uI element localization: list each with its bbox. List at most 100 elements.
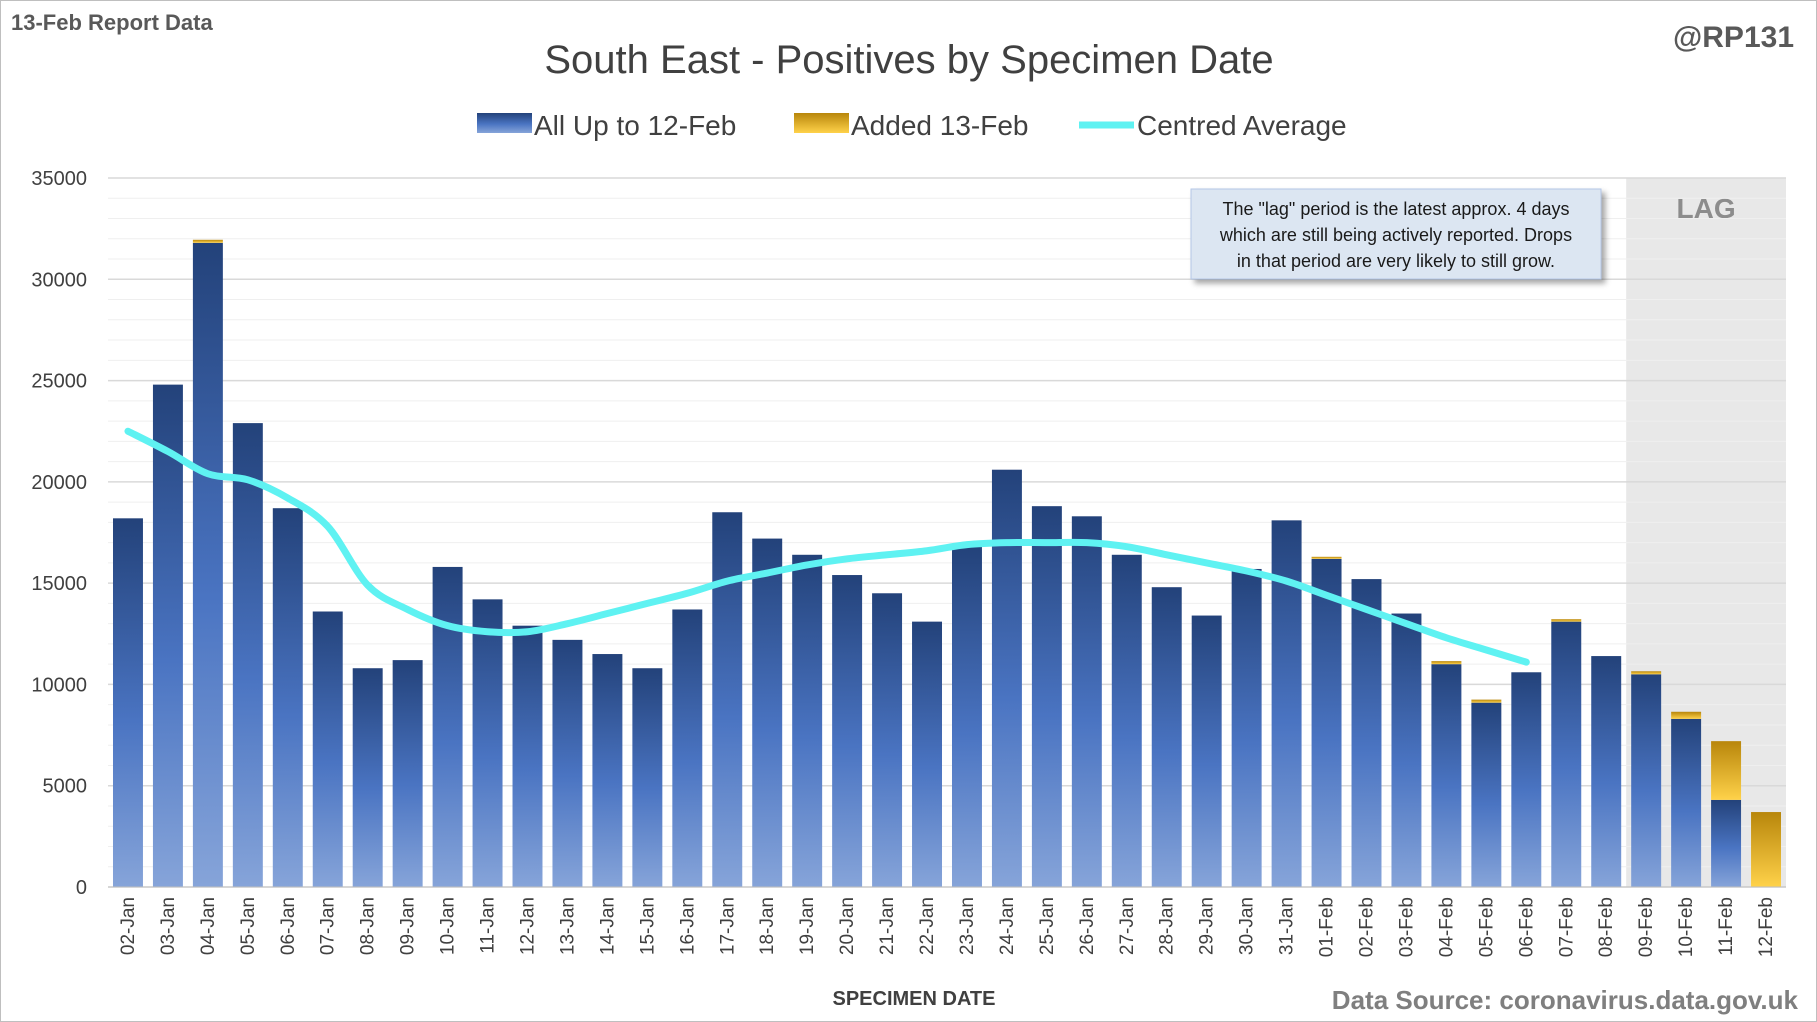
bar-all-up-to-12-feb	[1391, 613, 1422, 887]
bar-all-up-to-12-feb	[1511, 672, 1542, 887]
x-tick-label: 17-Jan	[717, 897, 738, 955]
bar-all-up-to-12-feb	[592, 654, 623, 887]
centred-average-line	[124, 427, 1530, 666]
bar-all-up-to-12-feb	[432, 566, 463, 887]
bar-all-up-to-12-feb	[792, 554, 823, 887]
x-tick-label: 29-Jan	[1197, 897, 1218, 955]
x-tick-label: 02-Jan	[118, 897, 139, 955]
bar-added-13-feb	[1751, 812, 1782, 887]
x-tick-label: 03-Feb	[1396, 897, 1417, 957]
x-tick-label: 06-Jan	[278, 897, 299, 955]
x-axis-ticks: 02-Jan 03-Jan 04-Jan 05-Jan 06-Jan 07-Jan 08-J…	[118, 897, 1777, 957]
bar-all-up-to-12-feb	[712, 512, 743, 887]
bar-all-up-to-12-feb	[752, 538, 783, 887]
bar-all-up-to-12-feb	[832, 575, 863, 887]
x-tick-label: 26-Jan	[1077, 897, 1098, 955]
bar-all-up-to-12-feb	[392, 660, 423, 887]
x-tick-label: 14-Jan	[597, 897, 618, 955]
x-tick-label: 02-Feb	[1357, 897, 1378, 957]
y-tick-label: 15000	[31, 573, 87, 595]
bar-all-up-to-12-feb	[1591, 656, 1622, 887]
x-tick-label: 23-Jan	[957, 897, 978, 955]
bar-all-up-to-12-feb	[1031, 506, 1062, 887]
x-tick-label: 19-Jan	[797, 897, 818, 955]
bar-all-up-to-12-feb	[632, 668, 663, 887]
report-date-label: 13-Feb Report Data	[11, 10, 213, 35]
legend-label-all-up-to: All Up to 12-Feb	[534, 110, 736, 141]
legend-label-average: Centred Average	[1137, 110, 1347, 141]
bar-all-up-to-12-feb	[672, 609, 703, 887]
x-tick-label: 07-Jan	[318, 897, 339, 955]
bar-added-13-feb	[1671, 711, 1702, 719]
bar-all-up-to-12-feb	[991, 469, 1022, 887]
legend-swatch-added	[794, 113, 849, 133]
bar-added-13-feb	[1431, 661, 1462, 665]
y-tick-label: 10000	[31, 674, 87, 696]
x-tick-label: 21-Jan	[877, 897, 898, 955]
bar-all-up-to-12-feb	[1671, 718, 1702, 887]
x-tick-label: 09-Feb	[1636, 897, 1657, 957]
x-tick-label: 27-Jan	[1117, 897, 1138, 955]
bar-all-up-to-12-feb	[1711, 799, 1742, 887]
lag-note-line-3: in that period are very likely to still …	[1237, 251, 1555, 271]
x-tick-label: 15-Jan	[637, 897, 658, 955]
y-tick-label: 20000	[31, 472, 87, 494]
bar-all-up-to-12-feb	[872, 593, 903, 887]
x-tick-label: 05-Jan	[238, 897, 259, 955]
lag-label: LAG	[1677, 193, 1736, 224]
bar-added-13-feb	[1711, 741, 1742, 800]
y-tick-label: 0	[76, 877, 87, 899]
x-tick-label: 31-Jan	[1277, 897, 1298, 955]
bar-all-up-to-12-feb	[1351, 579, 1382, 887]
x-axis-title: SPECIMEN DATE	[833, 988, 996, 1010]
legend-swatch-all-up-to	[477, 113, 532, 133]
bar-added-13-feb	[192, 239, 223, 243]
bar-all-up-to-12-feb	[112, 518, 143, 887]
bar-all-up-to-12-feb	[1471, 702, 1502, 887]
bar-all-up-to-12-feb	[1311, 558, 1342, 887]
x-tick-label: 04-Feb	[1436, 897, 1457, 957]
x-tick-label: 01-Feb	[1317, 897, 1338, 957]
x-tick-label: 10-Jan	[438, 897, 459, 955]
x-tick-label: 18-Jan	[757, 897, 778, 955]
bar-all-up-to-12-feb	[1431, 664, 1462, 887]
x-tick-label: 08-Feb	[1596, 897, 1617, 957]
x-tick-label: 09-Jan	[398, 897, 419, 955]
x-tick-label: 12-Jan	[518, 897, 539, 955]
x-tick-label: 25-Jan	[1037, 897, 1058, 955]
x-tick-label: 05-Feb	[1476, 897, 1497, 957]
x-tick-label: 04-Jan	[198, 897, 219, 955]
bar-all-up-to-12-feb	[1231, 568, 1262, 887]
x-tick-label: 30-Jan	[1237, 897, 1258, 955]
lag-note-line-2: which are still being actively reported.…	[1219, 225, 1572, 245]
x-tick-label: 08-Jan	[358, 897, 379, 955]
lag-note: The "lag" period is the latest approx. 4…	[1190, 188, 1602, 280]
bar-added-13-feb	[1471, 699, 1502, 703]
y-tick-label: 5000	[43, 776, 88, 798]
x-tick-label: 24-Jan	[997, 897, 1018, 955]
bar-all-up-to-12-feb	[472, 599, 503, 887]
bar-all-up-to-12-feb	[951, 546, 982, 887]
bar-all-up-to-12-feb	[152, 384, 183, 887]
bar-all-up-to-12-feb	[192, 242, 223, 887]
bar-all-up-to-12-feb	[312, 611, 343, 887]
x-tick-label: 06-Feb	[1516, 897, 1537, 957]
x-tick-label: 07-Feb	[1556, 897, 1577, 957]
bar-all-up-to-12-feb	[552, 639, 583, 887]
bar-all-up-to-12-feb	[1071, 516, 1102, 887]
bars	[112, 239, 1782, 887]
x-tick-label: 11-Jan	[478, 897, 499, 954]
y-axis-ticks: 0 5000 10000 15000 20000 25000 30000 35000	[31, 168, 87, 899]
y-tick-label: 35000	[31, 168, 87, 190]
x-tick-label: 16-Jan	[677, 897, 698, 955]
y-tick-label: 25000	[31, 371, 87, 393]
x-tick-label: 28-Jan	[1157, 897, 1178, 955]
bar-all-up-to-12-feb	[912, 621, 943, 887]
x-tick-label: 03-Jan	[158, 897, 179, 955]
x-tick-label: 22-Jan	[917, 897, 938, 955]
lag-note-line-1: The "lag" period is the latest approx. 4…	[1223, 199, 1570, 219]
bar-all-up-to-12-feb	[1191, 615, 1222, 887]
bar-all-up-to-12-feb	[512, 625, 543, 887]
